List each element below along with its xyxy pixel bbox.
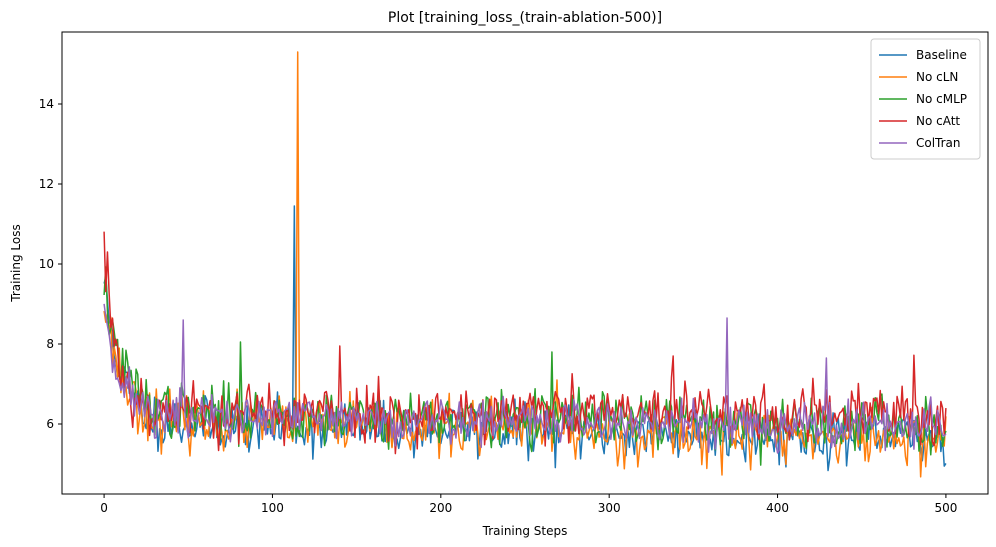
series-line-coltran bbox=[103, 303, 947, 454]
x-axis-ticks: 0 100 200 300 400 500 bbox=[100, 494, 957, 515]
chart-title: Plot [training_loss_(train-ablation-500)… bbox=[388, 10, 662, 26]
x-tick-label: 0 bbox=[100, 501, 108, 515]
y-tick-label: 12 bbox=[39, 177, 54, 191]
legend-entry-label: Baseline bbox=[916, 48, 967, 62]
legend-box bbox=[870, 38, 981, 160]
x-tick-label: 400 bbox=[766, 501, 789, 515]
x-tick-label: 500 bbox=[934, 501, 957, 515]
x-tick-label: 100 bbox=[261, 501, 284, 515]
y-tick-label: 10 bbox=[39, 257, 54, 271]
legend: Baseline No cLN No cMLP No cAtt ColTran bbox=[870, 38, 981, 160]
series-line-no-cmlp bbox=[103, 266, 947, 466]
x-tick-label: 300 bbox=[598, 501, 621, 515]
legend-entry-label: ColTran bbox=[916, 136, 961, 150]
plot-frame bbox=[61, 31, 989, 495]
y-tick-label: 8 bbox=[46, 337, 54, 351]
legend-entry-label: No cLN bbox=[916, 70, 958, 84]
y-axis-ticks: 6 8 10 12 14 bbox=[39, 97, 62, 431]
y-tick-label: 6 bbox=[46, 417, 54, 431]
x-axis-label: Training Steps bbox=[482, 524, 568, 538]
y-axis-label: Training Loss bbox=[9, 224, 23, 302]
legend-entry-label: No cMLP bbox=[916, 92, 967, 106]
y-tick-label: 14 bbox=[39, 97, 54, 111]
plot-area bbox=[61, 31, 989, 495]
legend-entry-label: No cAtt bbox=[916, 114, 960, 128]
x-tick-label: 200 bbox=[429, 501, 452, 515]
